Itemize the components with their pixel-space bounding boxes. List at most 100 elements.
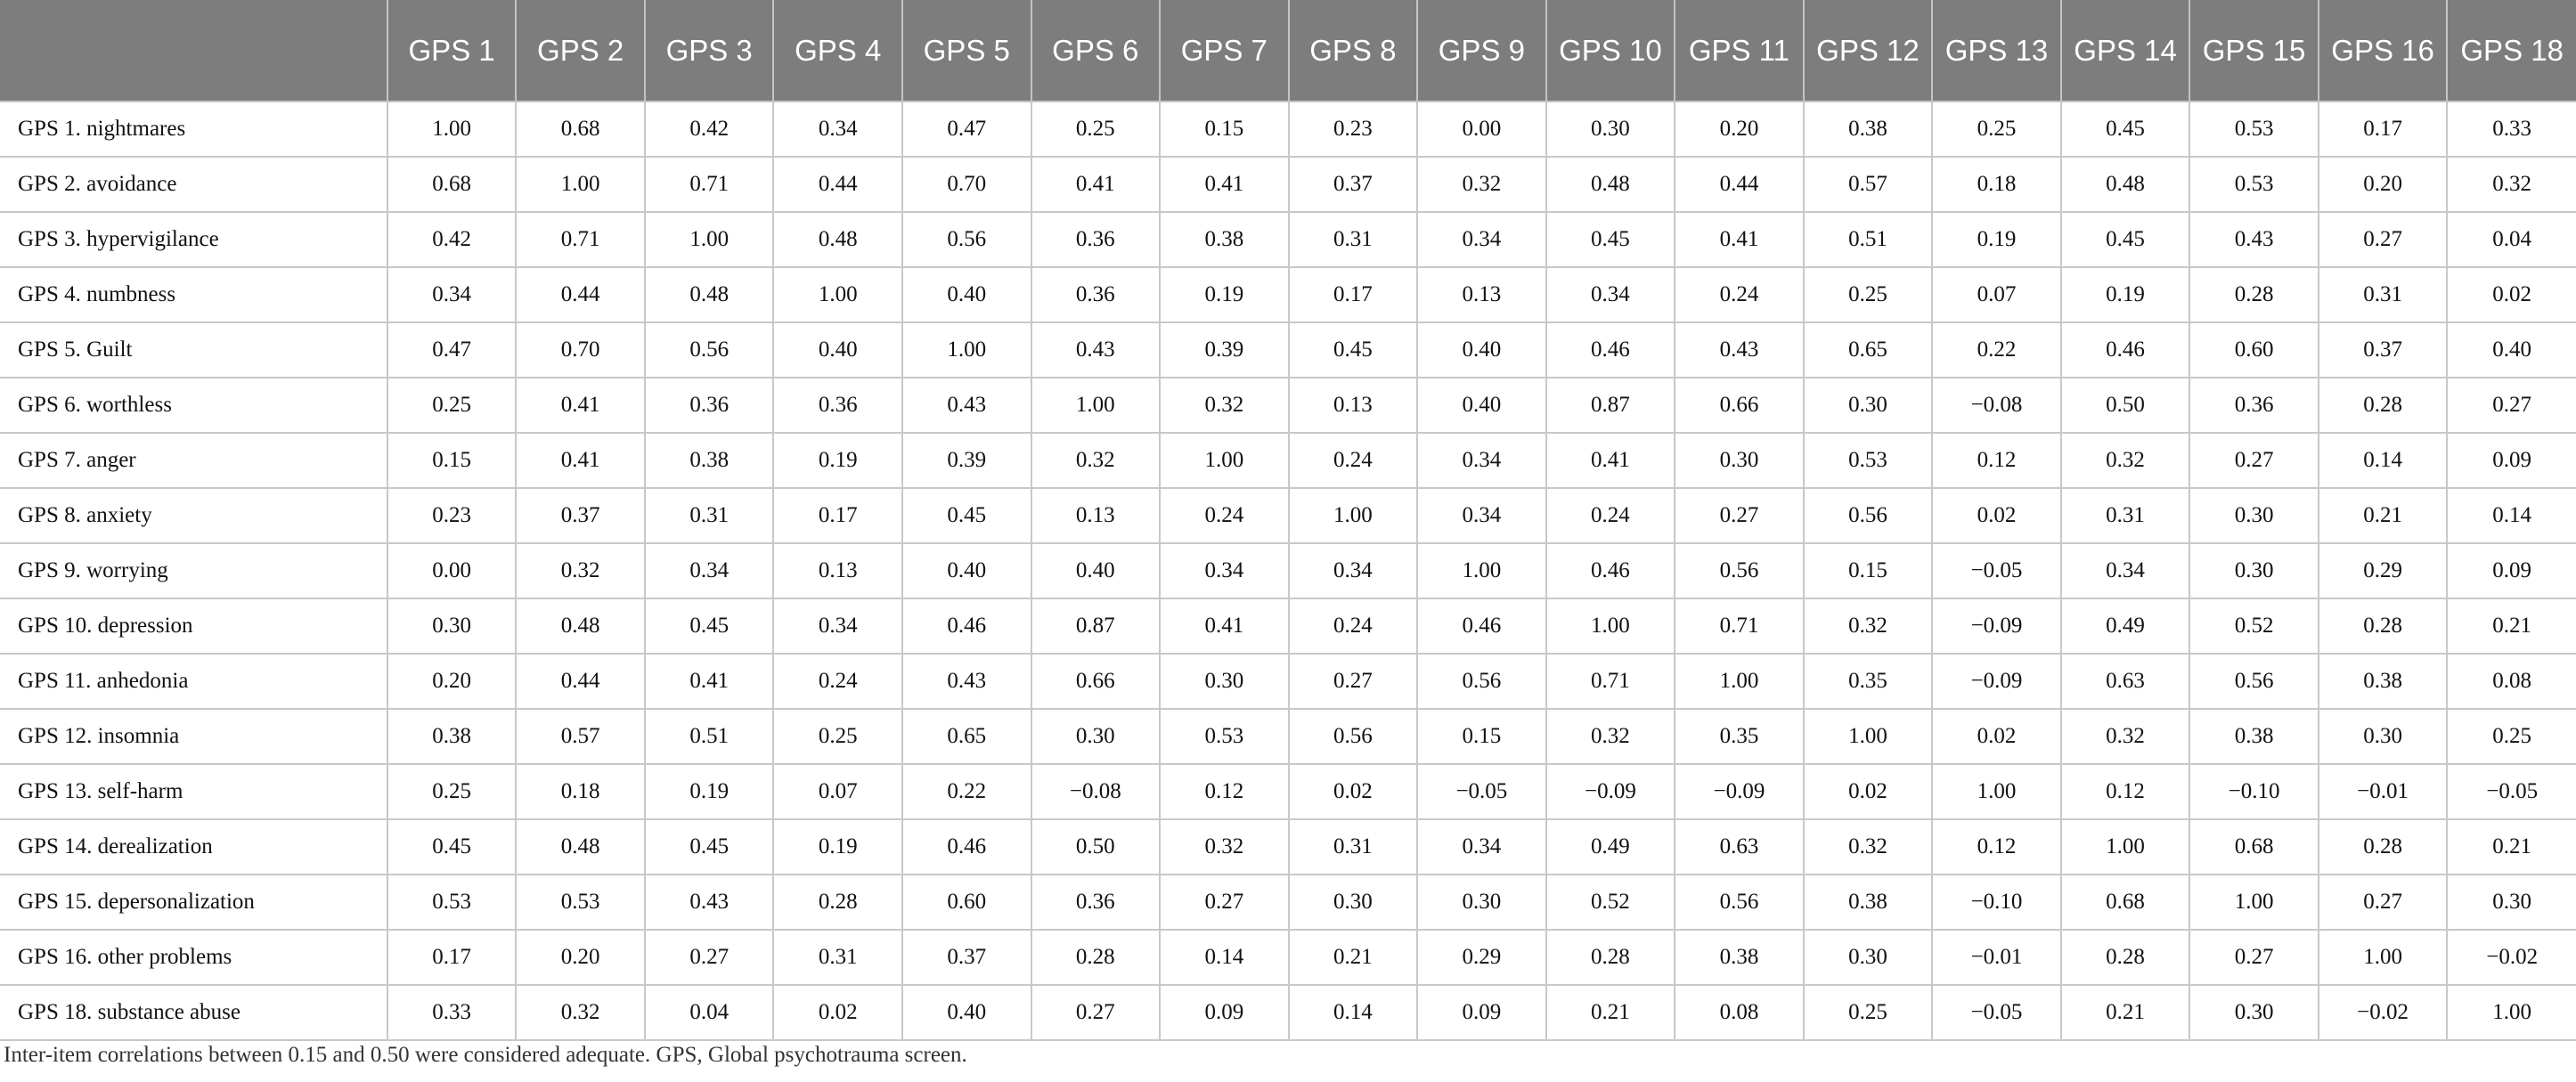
correlation-cell: 0.23 (1287, 102, 1418, 158)
correlation-cell: 0.19 (1931, 212, 2061, 268)
correlation-cell: 0.40 (901, 985, 1031, 1041)
correlation-cell: 0.27 (2189, 930, 2319, 986)
correlation-table: GPS 1 GPS 2 GPS 3 GPS 4 GPS 5 GPS 6 GPS 7 GPS 8… (0, 0, 2576, 1041)
correlation-cell: 0.56 (2189, 654, 2319, 710)
correlation-cell: 0.14 (1159, 930, 1289, 986)
correlation-cell: 0.47 (901, 102, 1031, 158)
correlation-cell: 0.53 (515, 875, 645, 931)
correlation-cell: 0.31 (643, 488, 774, 544)
correlation-cell: 0.21 (1545, 985, 1675, 1041)
correlation-cell: 0.32 (2446, 157, 2576, 213)
table-row: GPS 4. numbness 0.34 0.44 0.48 1.00 0.40 0.36 0… (0, 267, 2576, 323)
correlation-cell: 0.40 (772, 322, 902, 378)
correlation-cell: 0.68 (2189, 819, 2319, 875)
correlation-cell: −0.09 (1931, 654, 2061, 710)
correlation-cell: 0.45 (2059, 212, 2190, 268)
row-label: GPS 8. anxiety (0, 488, 387, 544)
correlation-cell: 0.46 (901, 819, 1031, 875)
correlation-cell: 0.53 (386, 875, 517, 931)
table-row: GPS 8. anxiety 0.23 0.37 0.31 0.17 0.45 0.13 0.… (0, 488, 2576, 544)
column-header: GPS 4 (772, 0, 902, 102)
correlation-cell: 0.36 (1030, 875, 1161, 931)
row-label: GPS 13. self-harm (0, 764, 387, 820)
row-label: GPS 7. anger (0, 433, 387, 489)
correlation-cell: 0.34 (1159, 543, 1289, 599)
correlation-cell: 0.56 (1802, 488, 1933, 544)
correlation-cell: 0.46 (901, 598, 1031, 655)
correlation-cell: 1.00 (1674, 654, 1804, 710)
table-row: GPS 1. nightmares 1.00 0.68 0.42 0.34 0.47 0.2… (0, 102, 2576, 158)
correlation-cell: 0.18 (1931, 157, 2061, 213)
correlation-cell: 0.25 (386, 378, 517, 434)
correlation-cell: 0.43 (643, 875, 774, 931)
correlation-cell: 0.42 (386, 212, 517, 268)
table-footnote: Inter-item correlations between 0.15 and… (4, 1043, 967, 1067)
correlation-cell: 0.63 (2059, 654, 2190, 710)
column-header: GPS 8 (1287, 0, 1418, 102)
correlation-cell: 0.14 (2317, 433, 2448, 489)
correlation-cell: 0.25 (1802, 985, 1933, 1041)
correlation-cell: 0.28 (772, 875, 902, 931)
correlation-cell: 0.02 (1931, 709, 2061, 765)
correlation-cell: 0.46 (2059, 322, 2190, 378)
row-label: GPS 2. avoidance (0, 157, 387, 213)
correlation-cell: 0.71 (643, 157, 774, 213)
correlation-cell: 0.07 (1931, 267, 2061, 323)
correlation-cell: 0.02 (1931, 488, 2061, 544)
correlation-cell: 0.45 (1287, 322, 1418, 378)
correlation-cell: 0.32 (1030, 433, 1161, 489)
correlation-cell: 0.37 (901, 930, 1031, 986)
correlation-cell: 0.24 (772, 654, 902, 710)
column-header: GPS 12 (1802, 0, 1933, 102)
correlation-cell: 0.56 (1287, 709, 1418, 765)
correlation-cell: 0.48 (643, 267, 774, 323)
table-row: GPS 11. anhedonia 0.20 0.44 0.41 0.24 0.43 0.6… (0, 654, 2576, 710)
correlation-cell: 0.40 (901, 543, 1031, 599)
correlation-cell: 0.87 (1030, 598, 1161, 655)
correlation-cell: 0.43 (1030, 322, 1161, 378)
correlation-cell: 0.38 (2189, 709, 2319, 765)
correlation-cell: 0.53 (2189, 157, 2319, 213)
correlation-cell: 0.48 (772, 212, 902, 268)
correlation-cell: 0.31 (1287, 212, 1418, 268)
column-header: GPS 5 (901, 0, 1031, 102)
correlation-cell: 0.27 (1674, 488, 1804, 544)
correlation-cell: 0.02 (1287, 764, 1418, 820)
correlation-cell: 0.20 (2317, 157, 2448, 213)
correlation-cell: 0.41 (1674, 212, 1804, 268)
correlation-cell: 0.40 (1030, 543, 1161, 599)
correlation-cell: 0.52 (1545, 875, 1675, 931)
correlation-cell: −0.09 (1545, 764, 1675, 820)
correlation-cell: 0.38 (1802, 102, 1933, 158)
row-label: GPS 5. Guilt (0, 322, 387, 378)
column-header: GPS 7 (1159, 0, 1289, 102)
table-row: GPS 2. avoidance 0.68 1.00 0.71 0.44 0.70 0.41… (0, 157, 2576, 213)
correlation-cell: 0.21 (2446, 819, 2576, 875)
correlation-cell: 0.48 (1545, 157, 1675, 213)
correlation-cell: 0.60 (901, 875, 1031, 931)
correlation-cell: 0.18 (515, 764, 645, 820)
correlation-cell: 0.13 (1416, 267, 1546, 323)
correlation-cell: 0.19 (2059, 267, 2190, 323)
column-header: GPS 13 (1931, 0, 2061, 102)
correlation-cell: 0.31 (2059, 488, 2190, 544)
correlation-cell: 0.20 (386, 654, 517, 710)
correlation-cell: 0.22 (1931, 322, 2061, 378)
correlation-cell: 0.24 (1287, 433, 1418, 489)
table-row: GPS 5. Guilt 0.47 0.70 0.56 0.40 1.00 0.43 0.39… (0, 322, 2576, 378)
table-row: GPS 7. anger 0.15 0.41 0.38 0.19 0.39 0.32 1.00… (0, 433, 2576, 489)
correlation-cell: 0.37 (1287, 157, 1418, 213)
correlation-cell: 0.40 (2446, 322, 2576, 378)
header-corner-cell (0, 0, 387, 102)
correlation-cell: 0.41 (1030, 157, 1161, 213)
correlation-cell: 0.38 (643, 433, 774, 489)
correlation-cell: 0.42 (643, 102, 774, 158)
table-row: GPS 6. worthless 0.25 0.41 0.36 0.36 0.43 1.00… (0, 378, 2576, 434)
correlation-cell: 0.27 (643, 930, 774, 986)
correlation-cell: 0.51 (643, 709, 774, 765)
correlation-cell: −0.10 (2189, 764, 2319, 820)
correlation-cell: 0.32 (2059, 709, 2190, 765)
correlation-cell: 1.00 (643, 212, 774, 268)
correlation-cell: 0.17 (772, 488, 902, 544)
